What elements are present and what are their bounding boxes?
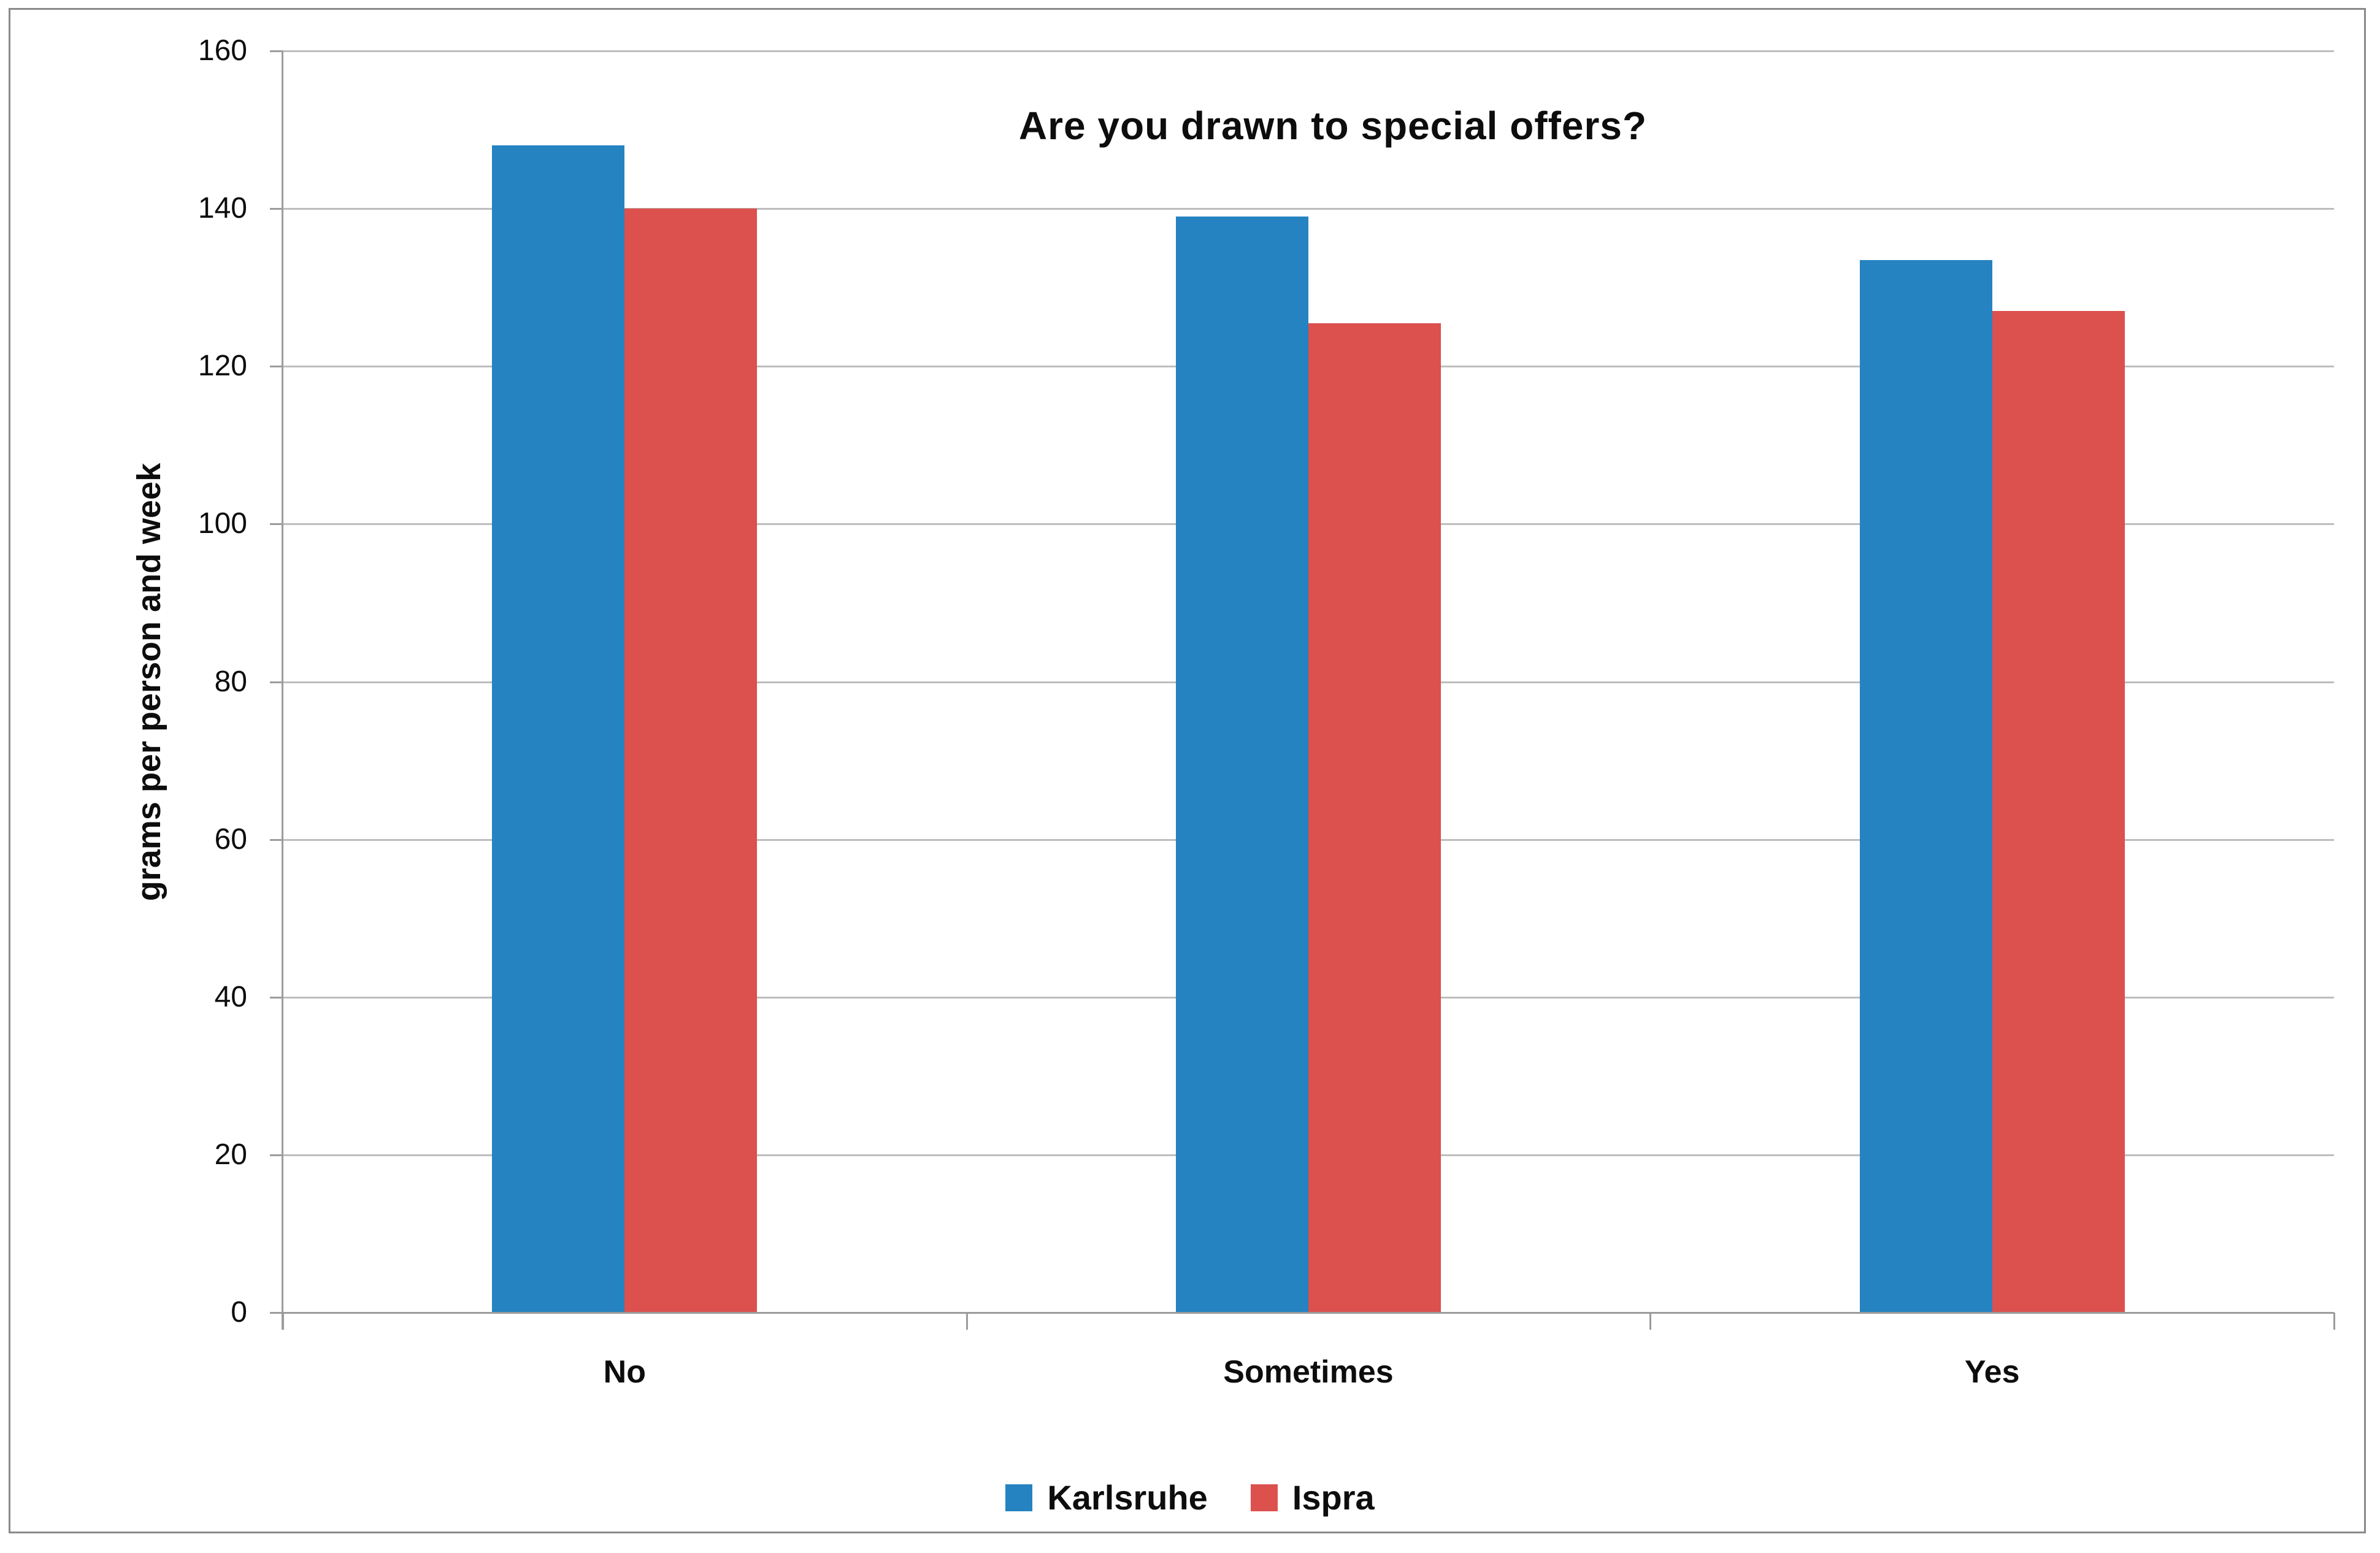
x-label-no: No — [603, 1354, 646, 1390]
x-label-sometimes: Sometimes — [1223, 1354, 1394, 1390]
bar-ispra-yes — [1992, 311, 2125, 1313]
legend: Karlsruhe Ispra — [270, 1473, 2110, 1522]
y-tick-label-160: 160 — [198, 34, 247, 67]
x-label-yes: Yes — [1964, 1354, 2020, 1390]
x-axis-boundary-tick-1 — [965, 1313, 968, 1330]
legend-swatch-karlsruhe — [1005, 1484, 1033, 1511]
y-tick-label-20: 20 — [214, 1138, 247, 1171]
x-axis-boundary-tick-0 — [282, 1313, 284, 1330]
y-tick-label-80: 80 — [214, 665, 247, 698]
y-tick-100 — [270, 523, 283, 526]
y-tick-label-60: 60 — [214, 823, 247, 856]
x-axis-boundary-tick-3 — [2333, 1313, 2335, 1330]
y-tick-label-120: 120 — [198, 350, 247, 383]
x-axis-line — [270, 1312, 2334, 1314]
legend-item-karlsruhe: Karlsruhe — [1005, 1476, 1208, 1520]
bar-ispra-sometimes — [1308, 323, 1441, 1313]
legend-item-ispra: Ispra — [1250, 1476, 1375, 1520]
gridline-160 — [283, 50, 2334, 52]
gridline-140 — [283, 208, 2334, 210]
bar-karlsruhe-yes — [1859, 259, 1992, 1313]
y-tick-120 — [270, 366, 283, 368]
y-tick-160 — [270, 50, 283, 52]
y-tick-label-100: 100 — [198, 507, 247, 540]
y-tick-label-140: 140 — [198, 192, 247, 225]
y-tick-40 — [270, 996, 283, 999]
bar-karlsruhe-no — [492, 145, 625, 1313]
legend-swatch-ispra — [1250, 1484, 1278, 1511]
y-axis-line — [282, 51, 283, 1330]
bar-karlsruhe-sometimes — [1176, 216, 1308, 1313]
bar-ispra-no — [624, 209, 758, 1313]
y-tick-140 — [270, 208, 283, 210]
y-tick-label-40: 40 — [214, 980, 247, 1013]
legend-label-karlsruhe: Karlsruhe — [1047, 1478, 1208, 1517]
legend-label-ispra: Ispra — [1292, 1478, 1375, 1517]
y-tick-80 — [270, 681, 283, 683]
chart-title: Are you drawn to special offers? — [1018, 104, 1648, 148]
y-tick-20 — [270, 1154, 283, 1156]
x-axis-boundary-tick-2 — [1649, 1313, 1652, 1330]
y-tick-60 — [270, 838, 283, 841]
y-tick-label-0: 0 — [231, 1296, 247, 1329]
